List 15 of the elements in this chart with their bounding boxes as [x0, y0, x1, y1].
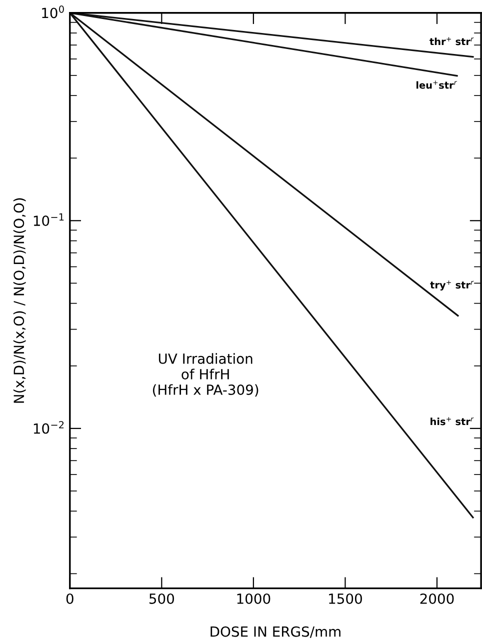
x-tick-label: 0 — [66, 593, 74, 604]
y-tick-label: 10$^{−2}$ — [34, 421, 64, 434]
x-tick-label: 1000 — [237, 593, 270, 604]
y-tick-label: 10$^{−1}$ — [34, 213, 64, 226]
annotation: UV Irradiation of HfrH (HfrH x PA-309) — [152, 353, 258, 397]
series-label: leu$^{+}$str$^{r}$ — [416, 80, 458, 89]
x-tick-label: 500 — [149, 593, 174, 604]
y-tick-label: 10$^{0}$ — [42, 6, 64, 18]
y-axis-title: N(x,D)/N(x,O) / N(O,D)/N(O,O) — [13, 198, 26, 403]
x-tick-label: 1500 — [329, 593, 362, 604]
x-tick-label: 2000 — [420, 593, 454, 604]
text: his$^{+}$ str$^{r}$ — [430, 417, 474, 426]
series-label: try$^{+}$ str$^{r}$ — [430, 280, 474, 291]
x-axis-title: DOSE IN ERGS/mm — [210, 626, 340, 638]
series-label: thr$^{+}$ str$^{r}$ — [430, 37, 474, 46]
